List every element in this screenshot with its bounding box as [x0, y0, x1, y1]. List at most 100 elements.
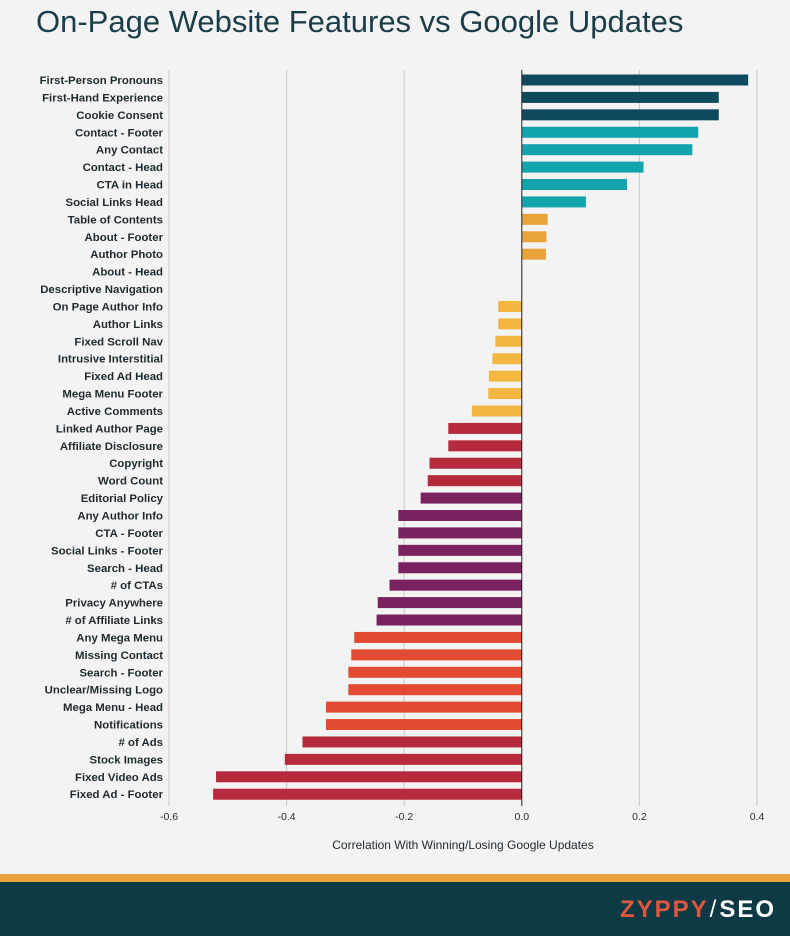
- category-label: Unclear/Missing Logo: [45, 685, 163, 697]
- category-label: # of Ads: [118, 737, 163, 749]
- bar: [521, 144, 693, 156]
- category-label: About - Footer: [85, 232, 164, 244]
- category-label: Any Author Info: [77, 511, 163, 523]
- bar: [498, 300, 522, 312]
- category-label: Stock Images: [90, 754, 163, 766]
- bar: [471, 405, 522, 417]
- bar: [521, 74, 749, 86]
- bar: [521, 213, 548, 225]
- category-label: Table of Contents: [68, 214, 163, 226]
- footer-bar: ZYPPY/SEO: [0, 882, 790, 936]
- grid-lines: [168, 70, 758, 806]
- bar: [398, 510, 522, 521]
- category-label: Intrusive Interstitial: [58, 354, 163, 366]
- x-tick-label: -0.2: [395, 811, 413, 823]
- category-label: About - Head: [92, 267, 163, 279]
- category-label: Mega Menu - Head: [63, 702, 163, 714]
- category-label: Contact - Footer: [75, 127, 164, 139]
- bar: [521, 196, 586, 208]
- bar: [348, 684, 522, 696]
- category-label: Privacy Anywhere: [65, 598, 163, 610]
- category-label: # of CTAs: [111, 580, 163, 592]
- category-label: Descriptive Navigation: [40, 284, 163, 296]
- bar: [354, 631, 522, 643]
- bar: [495, 335, 522, 347]
- bar: [325, 719, 522, 731]
- category-label: Social Links Head: [66, 197, 164, 209]
- category-label: Search - Head: [87, 563, 163, 575]
- bar: [348, 666, 522, 678]
- bar: [488, 370, 522, 382]
- category-label: Affiliate Disclosure: [60, 441, 163, 453]
- bar: [213, 788, 522, 800]
- category-label: Fixed Ad Head: [84, 371, 163, 383]
- category-label: On Page Author Info: [53, 301, 163, 313]
- bar: [389, 579, 522, 591]
- x-tick-labels: -0.6 -0.4 -0.2 0.0 0.2 0.4: [160, 811, 764, 823]
- page-title: On-Page Website Features vs Google Updat…: [36, 4, 684, 39]
- category-label: Author Links: [93, 319, 163, 331]
- x-tick-label: 0.0: [514, 811, 529, 823]
- category-label: # of Affiliate Links: [65, 615, 163, 627]
- bar: [448, 422, 522, 434]
- bar: [429, 457, 522, 469]
- bar: [521, 91, 719, 103]
- category-label: Missing Contact: [75, 650, 163, 662]
- category-label: Any Mega Menu: [76, 632, 163, 644]
- bar: [448, 440, 522, 452]
- category-label: Any Contact: [96, 145, 163, 157]
- x-tick-label: -0.6: [160, 811, 178, 823]
- category-label: Fixed Scroll Nav: [74, 336, 163, 348]
- category-label: Contact - Head: [83, 162, 163, 174]
- category-label: Search - Footer: [79, 667, 163, 679]
- category-label: First-Person Pronouns: [40, 75, 163, 87]
- x-tick-label: 0.4: [750, 811, 765, 823]
- category-labels: First-Person Pronouns First-Hand Experien…: [40, 75, 164, 801]
- brand-logo: ZYPPY/SEO: [620, 896, 776, 924]
- bar: [398, 527, 522, 539]
- x-tick-label: -0.4: [278, 811, 296, 823]
- bar: [420, 492, 522, 504]
- bar: [521, 179, 628, 191]
- category-label: Copyright: [109, 458, 163, 470]
- bar: [521, 126, 699, 138]
- category-label: Fixed Ad - Footer: [70, 789, 164, 801]
- category-label: Author Photo: [90, 249, 163, 261]
- category-label: Mega Menu Footer: [62, 389, 163, 401]
- bar: [521, 109, 719, 121]
- x-tick-label: 0.2: [632, 811, 647, 823]
- bar: [398, 544, 522, 556]
- bar: [216, 771, 522, 783]
- category-label: First-Hand Experience: [42, 92, 163, 104]
- bar: [498, 318, 522, 330]
- brand-separator: /: [709, 896, 719, 923]
- bar: [376, 614, 522, 626]
- bar: [284, 753, 522, 765]
- bar: [351, 649, 522, 661]
- bar: [521, 248, 546, 260]
- bar: [521, 231, 547, 243]
- bars: [213, 74, 749, 800]
- bar: [492, 353, 522, 365]
- x-axis-label: Correlation With Winning/Losing Google U…: [332, 838, 594, 852]
- category-label: Linked Author Page: [56, 423, 163, 435]
- category-label: Social Links - Footer: [51, 545, 164, 557]
- brand-name-part2: SEO: [719, 896, 776, 923]
- category-label: Word Count: [98, 476, 163, 488]
- category-label: Cookie Consent: [76, 110, 163, 122]
- category-label: Active Comments: [67, 406, 163, 418]
- bar: [427, 475, 522, 487]
- bar: [325, 701, 522, 713]
- bar: [488, 388, 522, 400]
- footer-accent-band: [0, 874, 790, 882]
- bar: [521, 161, 644, 173]
- bar: [377, 597, 522, 609]
- category-label: CTA in Head: [97, 180, 163, 192]
- category-label: Notifications: [94, 720, 163, 732]
- bar: [398, 562, 522, 574]
- category-label: Editorial Policy: [81, 493, 164, 505]
- bar: [302, 736, 522, 748]
- brand-name-part1: ZYPPY: [619, 896, 709, 923]
- category-label: Fixed Video Ads: [75, 772, 163, 784]
- bar-chart: First-Person Pronouns First-Hand Experien…: [40, 70, 764, 823]
